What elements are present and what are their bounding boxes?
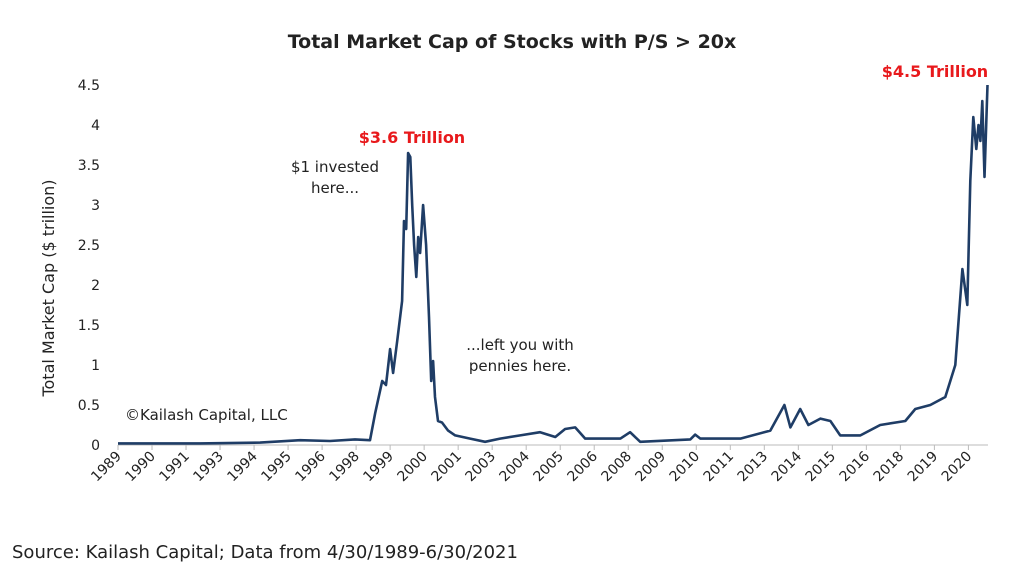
y-tick-label: 4 [91, 118, 100, 134]
y-tick-label: 1 [91, 358, 100, 374]
x-tick-label: 1994 [224, 448, 261, 485]
x-tick-label: 2008 [599, 449, 636, 486]
x-tick-label: 1991 [156, 449, 193, 486]
y-tick-label: 1.5 [78, 318, 100, 334]
annotation: here... [311, 179, 359, 197]
x-tick-label: 2010 [667, 449, 704, 486]
x-tick-label: 2006 [565, 448, 602, 485]
x-tick-label: 2011 [701, 449, 738, 486]
x-tick-label: 2009 [633, 449, 670, 486]
x-tick-label: 2015 [803, 449, 840, 486]
x-tick-label: 2005 [531, 449, 568, 486]
x-tick-label: 1993 [190, 449, 227, 486]
y-tick-label: 3.5 [78, 158, 100, 174]
x-tick-label: 2013 [735, 449, 772, 486]
x-tick-label: 2019 [905, 449, 942, 486]
x-tick-label: 2014 [769, 448, 806, 485]
x-tick-label: 2020 [939, 449, 976, 486]
x-tick-label: 1996 [292, 448, 329, 485]
y-tick-label: 2.5 [78, 238, 100, 254]
y-tick-label: 4.5 [78, 78, 100, 94]
annotation: ...left you with [466, 336, 574, 354]
annotation: $1 invested [291, 158, 379, 176]
x-tick-label: 1995 [258, 449, 295, 486]
x-tick-label: 1990 [122, 449, 159, 486]
x-tick-label: 2004 [497, 448, 534, 485]
annotation: pennies here. [469, 357, 571, 375]
chart-title: Total Market Cap of Stocks with P/S > 20… [288, 31, 737, 53]
annotation: $4.5 Trillion [882, 62, 988, 81]
y-tick-label: 2 [91, 278, 100, 294]
y-tick-label: 3 [91, 198, 100, 214]
y-axis-label: Total Market Cap ($ trillion) [39, 179, 58, 397]
data-line [118, 84, 989, 445]
x-tick-label: 1998 [326, 449, 363, 486]
x-tick-label: 1999 [360, 449, 397, 486]
y-tick-label: 0.5 [78, 398, 100, 414]
annotation: $3.6 Trillion [359, 128, 465, 147]
source-note: Source: Kailash Capital; Data from 4/30/… [12, 542, 518, 563]
x-tick-label: 2018 [871, 449, 908, 486]
x-tick-label: 2003 [462, 449, 499, 486]
x-tick-label: 2000 [394, 449, 431, 486]
y-tick-label: 0 [91, 438, 100, 454]
annotation: ©Kailash Capital, LLC [125, 406, 288, 424]
x-tick-label: 2001 [428, 449, 465, 486]
x-tick-label: 2016 [837, 448, 874, 485]
